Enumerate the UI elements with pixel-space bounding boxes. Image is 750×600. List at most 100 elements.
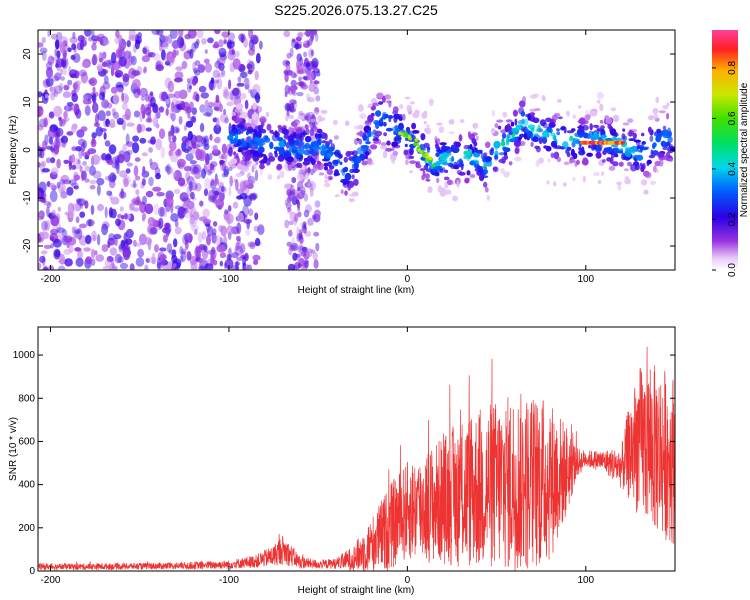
spectrogram-ridge-blob [304,157,308,162]
spectrogram-noise-blob [303,51,308,58]
spectrogram-noise-blob [212,228,217,235]
spectrogram-noise-blob [114,253,122,264]
spectrogram-ridge-blob [307,167,311,173]
spectrogram-noise-blob [105,110,111,117]
spectrogram-noise-blob [187,112,191,119]
spectrogram-ridge-blob [328,146,335,152]
spectrogram-ridge-blob [550,132,556,137]
spectrogram-noise-blob [77,198,86,206]
spectrogram-ridge-blob [443,176,450,181]
spectrogram-ridge-blob [592,124,599,128]
spectrogram-ridge-blob [302,161,310,166]
spectrogram-noise-blob [196,30,204,39]
spectrogram-noise-blob [119,206,124,212]
spectrogram-noise-blob [207,249,216,255]
spectrogram-ridge-blob [529,112,535,116]
spectrogram-ridge-blob [597,180,602,184]
spectrogram-ridge-blob [468,131,471,138]
spectrogram-noise-blob [249,193,257,201]
spectrogram-ridge-blob [275,147,281,152]
spectrogram-ridge-blob [526,131,534,139]
spectrogram-ridge-blob [340,179,347,183]
spectrogram-ridge-blob [251,165,255,173]
spectrogram-noise-blob [198,149,207,162]
spectrogram-ridge-blob [269,141,274,149]
spectrogram-noise-blob [293,216,298,226]
spectrogram-ridge-blob [328,176,333,180]
spectrogram-noise-blob [49,182,55,189]
spectrogram-ridge-blob [333,135,339,140]
spectrogram-noise-blob [311,114,316,119]
spectrogram-ridge-blob [308,157,315,162]
spectrogram-ridge-blob [601,159,606,163]
spectrogram-noise-blob [144,106,152,116]
spectrogram-ridge-blob [249,149,255,154]
spectrogram-ridge-blob [406,104,412,113]
spectrogram-ridge-blob [641,132,645,137]
spectrogram-ridge-blob [656,128,662,133]
spectrogram-noise-blob [56,158,61,169]
spectrogram-ridge-blob [497,125,502,130]
spectrogram-noise-blob [173,238,178,248]
spectrogram-ridge-blob [362,134,368,140]
spectrogram-noise-blob [56,50,61,59]
spectrogram-noise-blob [247,241,256,248]
spectrogram-noise-blob [239,243,246,254]
spectrogram-noise-blob [296,226,300,235]
spectrogram-noise-blob [198,265,206,270]
spectrogram-ridge-blob [230,158,238,165]
spectrogram-noise-blob [130,183,139,188]
spectrogram-ridge-blob [484,156,492,162]
spectrogram-ridge-blob [404,96,411,100]
spectrogram-noise-blob [38,91,43,98]
spectrogram-ridge-blob [257,124,264,131]
spectrogram-noise-blob [243,79,251,86]
spectrogram-noise-blob [102,265,112,270]
spectrogram-noise-blob [147,216,156,227]
spectrogram-noise-blob [181,101,190,111]
spectrogram-noise-blob [252,84,261,95]
spectrogram-noise-blob [55,213,61,224]
spectrogram-noise-blob [228,248,232,255]
spectrogram-ridge-blob [600,171,605,176]
spectrogram-ridge-blob [463,150,471,156]
spectrogram-noise-blob [123,177,129,188]
spectrogram-ridge-blob [471,146,477,153]
spectrogram-xlabel: Height of straight line (km) [298,285,415,296]
spectrogram-noise-blob [298,110,304,116]
spectrogram-ridge-blob [652,108,659,114]
spectrogram-ridge-blob [504,124,512,132]
spectrogram-noise-blob [199,104,206,113]
spectrogram-noise-blob [106,255,114,263]
spectrogram-noise-blob [313,80,320,85]
spectrogram-ridge-blob [595,151,602,159]
spectrogram-noise-blob [52,238,62,248]
spectrogram-ridge-blob [519,133,525,138]
spectrogram-noise-blob [103,132,107,140]
snr-xtick-label: 100 [577,575,594,586]
spectrogram-noise-blob [51,226,59,232]
spectrogram-ridge-blob [233,151,237,156]
spectrogram-ridge-blob [582,132,589,139]
spectrogram-noise-blob [303,193,309,202]
spectrogram-ridge-blob [248,135,252,144]
spectrogram-ridge-blob [506,136,510,144]
spectrogram-ridge-blob [241,141,247,148]
spectrogram-ridge-blob [356,156,362,164]
spectrogram-ridge-blob [312,140,320,149]
spectrogram-noise-blob [117,213,122,219]
spectrogram-noise-blob [43,265,49,270]
spectrogram-ridge-blob [328,139,333,145]
spectrogram-noise-blob [88,77,98,87]
spectrogram-ridge-blob [323,166,329,171]
spectrogram-ridge-blob [383,122,387,127]
spectrogram-ridge-blob [606,157,612,162]
spectrogram-noise-blob [169,112,174,119]
spectrogram-noise-blob [68,179,77,186]
spectrogram-noise-blob [212,221,218,227]
spectrogram-noise-blob [58,116,62,121]
spectrogram-noise-blob [139,111,143,123]
spectrogram-ridge-blob [514,118,518,126]
spectrogram-noise-blob [54,250,61,258]
spectrogram-noise-blob [186,78,191,83]
